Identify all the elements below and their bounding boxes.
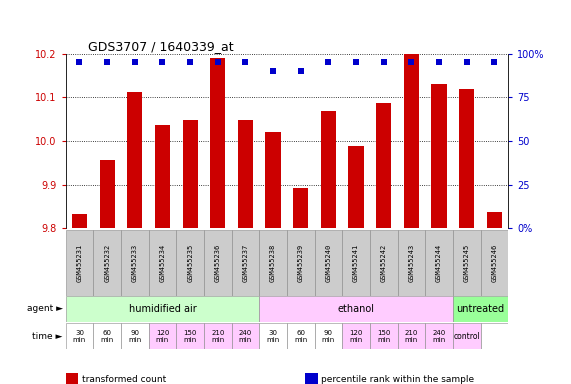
- Text: GSM455242: GSM455242: [381, 244, 387, 282]
- Bar: [66, 296, 259, 322]
- Bar: [266, 132, 281, 228]
- Bar: [425, 230, 453, 296]
- Bar: [93, 230, 121, 296]
- Bar: [453, 296, 508, 322]
- Bar: [238, 120, 253, 228]
- Text: 30
min: 30 min: [73, 329, 86, 343]
- Bar: [127, 92, 142, 228]
- Bar: [176, 323, 204, 349]
- Text: 30
min: 30 min: [267, 329, 280, 343]
- Text: control: control: [453, 332, 480, 341]
- Text: 60
min: 60 min: [294, 329, 307, 343]
- Text: 150
min: 150 min: [377, 329, 391, 343]
- Bar: [204, 230, 232, 296]
- Bar: [348, 146, 364, 228]
- Text: 90
min: 90 min: [322, 329, 335, 343]
- Text: 120
min: 120 min: [156, 329, 169, 343]
- Bar: [370, 230, 397, 296]
- Text: GSM455235: GSM455235: [187, 244, 193, 282]
- Text: GSM455236: GSM455236: [215, 244, 221, 282]
- Bar: [66, 230, 93, 296]
- Bar: [397, 230, 425, 296]
- Bar: [287, 230, 315, 296]
- Text: ethanol: ethanol: [337, 304, 375, 314]
- Text: GSM455243: GSM455243: [408, 244, 415, 282]
- Bar: [315, 323, 342, 349]
- Bar: [121, 323, 148, 349]
- Text: 210
min: 210 min: [405, 329, 418, 343]
- Bar: [404, 54, 419, 228]
- Bar: [453, 323, 481, 349]
- Bar: [486, 212, 502, 228]
- Bar: [204, 323, 232, 349]
- Text: GSM455244: GSM455244: [436, 244, 442, 282]
- Text: GDS3707 / 1640339_at: GDS3707 / 1640339_at: [88, 40, 234, 53]
- Text: GSM455231: GSM455231: [77, 244, 82, 282]
- Bar: [376, 103, 391, 228]
- Bar: [481, 323, 508, 349]
- Bar: [155, 125, 170, 228]
- Text: GSM455240: GSM455240: [325, 244, 331, 282]
- Bar: [321, 111, 336, 228]
- Bar: [121, 230, 148, 296]
- Bar: [425, 323, 453, 349]
- Bar: [232, 230, 259, 296]
- Bar: [259, 323, 287, 349]
- Bar: [183, 120, 198, 228]
- Text: agent ►: agent ►: [27, 304, 63, 313]
- Bar: [176, 230, 204, 296]
- Text: GSM455237: GSM455237: [243, 244, 248, 282]
- Text: untreated: untreated: [456, 304, 505, 314]
- Text: humidified air: humidified air: [128, 304, 196, 314]
- Bar: [148, 230, 176, 296]
- Text: GSM455241: GSM455241: [353, 244, 359, 282]
- Bar: [99, 160, 115, 228]
- Text: transformed count: transformed count: [82, 376, 166, 384]
- Text: 240
min: 240 min: [239, 329, 252, 343]
- Text: 60
min: 60 min: [100, 329, 114, 343]
- Text: 210
min: 210 min: [211, 329, 224, 343]
- Bar: [342, 230, 370, 296]
- Text: 150
min: 150 min: [183, 329, 197, 343]
- Bar: [93, 323, 121, 349]
- Bar: [397, 323, 425, 349]
- Bar: [315, 230, 342, 296]
- Text: time ►: time ►: [33, 332, 63, 341]
- Bar: [459, 89, 475, 228]
- Bar: [370, 323, 397, 349]
- Bar: [66, 323, 93, 349]
- Bar: [287, 323, 315, 349]
- Bar: [453, 230, 481, 296]
- Text: GSM455238: GSM455238: [270, 244, 276, 282]
- Text: GSM455234: GSM455234: [159, 244, 166, 282]
- Bar: [293, 188, 308, 228]
- Text: percentile rank within the sample: percentile rank within the sample: [321, 376, 475, 384]
- Text: 120
min: 120 min: [349, 329, 363, 343]
- Text: 240
min: 240 min: [432, 329, 446, 343]
- Bar: [210, 58, 226, 228]
- Bar: [432, 84, 447, 228]
- Bar: [259, 230, 287, 296]
- Text: GSM455239: GSM455239: [297, 244, 304, 282]
- Bar: [232, 323, 259, 349]
- Bar: [259, 296, 453, 322]
- Text: GSM455233: GSM455233: [132, 244, 138, 282]
- Text: GSM455246: GSM455246: [492, 244, 497, 282]
- Bar: [481, 230, 508, 296]
- Text: GSM455232: GSM455232: [104, 244, 110, 282]
- Bar: [148, 323, 176, 349]
- Text: 90
min: 90 min: [128, 329, 142, 343]
- Bar: [342, 323, 370, 349]
- Bar: [72, 214, 87, 228]
- Text: GSM455245: GSM455245: [464, 244, 470, 282]
